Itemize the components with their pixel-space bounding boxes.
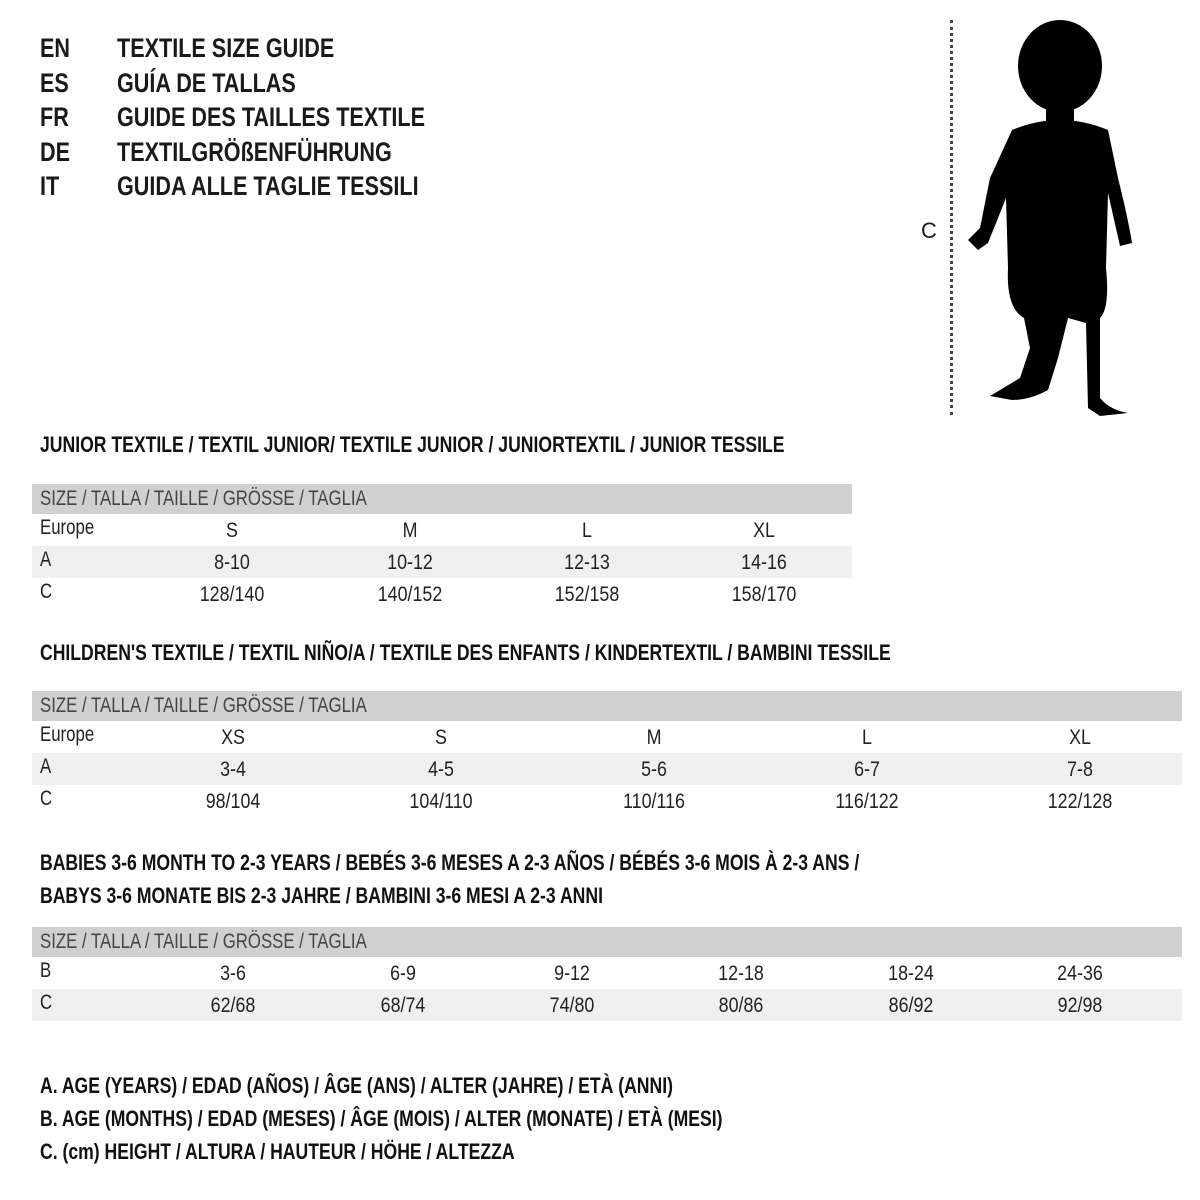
table-cell: 3-6	[220, 962, 246, 985]
lang-code-fr: FR	[40, 102, 69, 132]
table-row: Europe XS S M L XL	[32, 721, 1182, 753]
table-cell: 152/158	[554, 583, 620, 606]
table-row: A 3-4 4-5 5-6 6-7 7-8	[32, 753, 1182, 785]
table-header-label: SIZE / TALLA / TAILLE / GRÖSSE / TAGLIA	[40, 930, 449, 954]
table-cell: 12-13	[564, 551, 610, 574]
title-en: TEXTILE SIZE GUIDE	[117, 33, 335, 63]
row-label: B	[40, 959, 54, 983]
table-cell: 6-7	[854, 758, 880, 781]
table-cell: 14-16	[741, 551, 787, 574]
height-measure-line	[950, 20, 953, 415]
table-cell: 62/68	[210, 994, 256, 1017]
section-heading-text: BABIES 3-6 MONTH TO 2-3 YEARS / BEBÉS 3-…	[40, 850, 860, 875]
row-label: C	[40, 787, 55, 811]
table-cell: 104/110	[409, 790, 473, 813]
title-it: GUIDA ALLE TAGLIE TESSILI	[117, 171, 419, 201]
table-cell: M	[646, 726, 662, 749]
table-cell: 92/98	[1057, 994, 1103, 1017]
table-row: A 8-10 10-12 12-13 14-16	[32, 546, 852, 578]
row-label: C	[40, 580, 55, 604]
table-row: C 128/140 140/152 152/158 158/170	[32, 578, 852, 610]
table-header-row: SIZE / TALLA / TAILLE / GRÖSSE / TAGLIA	[32, 484, 852, 514]
table-row: B 3-6 6-9 9-12 12-18 18-24 24-36	[32, 957, 1182, 989]
table-cell: 5-6	[641, 758, 667, 781]
table-row: C 62/68 68/74 74/80 80/86 86/92 92/98	[32, 989, 1182, 1021]
row-label: A	[40, 755, 54, 779]
child-silhouette-icon	[968, 20, 1132, 416]
lang-code-de: DE	[40, 137, 71, 167]
table-cell: XL	[1069, 726, 1091, 749]
row-label-text: A	[40, 755, 52, 778]
table-cell: 158/170	[731, 583, 797, 606]
table-cell: 74/80	[549, 994, 595, 1017]
row-label-text: A	[40, 548, 52, 571]
table-cell: S	[226, 519, 238, 542]
table-cell: 128/140	[199, 583, 265, 606]
title-fr: GUIDE DES TAILLES TEXTILE	[117, 102, 426, 132]
row-label-text: C	[40, 787, 53, 810]
table-cell: 86/92	[888, 994, 934, 1017]
table-cell: 110/116	[623, 790, 685, 813]
table-cell: 98/104	[205, 790, 261, 813]
table-cell: 12-18	[718, 962, 764, 985]
section-heading: BABYS 3-6 MONATE BIS 2-3 JAHRE / BAMBINI…	[40, 883, 744, 909]
title-de: TEXTILGRÖßENFÜHRUNG	[117, 137, 392, 167]
row-label-text: C	[40, 991, 53, 1014]
lang-code-en: EN	[40, 33, 71, 63]
row-label-text: Europe	[40, 516, 95, 539]
size-table: SIZE / TALLA / TAILLE / GRÖSSE / TAGLIA E…	[32, 484, 852, 610]
table-cell: 8-10	[214, 551, 250, 574]
table-cell: 68/74	[380, 994, 426, 1017]
table-header-label: SIZE / TALLA / TAILLE / GRÖSSE / TAGLIA	[40, 487, 449, 511]
table-header-text: SIZE / TALLA / TAILLE / GRÖSSE / TAGLIA	[40, 487, 367, 510]
table-cell: 7-8	[1067, 758, 1093, 781]
table-cell: 116/122	[835, 790, 899, 813]
size-table: SIZE / TALLA / TAILLE / GRÖSSE / TAGLIA B…	[32, 927, 1182, 1021]
table-cell: S	[435, 726, 447, 749]
table-cell: M	[402, 519, 418, 542]
table-cell: 18-24	[888, 962, 934, 985]
section-heading-text: CHILDREN'S TEXTILE / TEXTIL NIÑO/A / TEX…	[40, 640, 891, 665]
section-heading: CHILDREN'S TEXTILE / TEXTIL NIÑO/A / TEX…	[40, 640, 1103, 666]
table-cell: 6-9	[390, 962, 416, 985]
table-row: Europe S M L XL	[32, 514, 852, 546]
legend-c: C. (cm) HEIGHT / ALTURA / HAUTEUR / HÖHE…	[40, 1139, 515, 1164]
table-cell: 10-12	[387, 551, 433, 574]
table-header-text: SIZE / TALLA / TAILLE / GRÖSSE / TAGLIA	[40, 694, 367, 717]
table-header-row: SIZE / TALLA / TAILLE / GRÖSSE / TAGLIA	[32, 927, 1182, 957]
table-header-text: SIZE / TALLA / TAILLE / GRÖSSE / TAGLIA	[40, 930, 367, 953]
table-cell: 140/152	[377, 583, 443, 606]
table-cell: L	[582, 519, 592, 542]
lang-code-it: IT	[40, 171, 60, 201]
legend-a: A. AGE (YEARS) / EDAD (AÑOS) / ÂGE (ANS)…	[40, 1073, 673, 1098]
row-label: Europe	[40, 516, 108, 540]
section-heading: BABIES 3-6 MONTH TO 2-3 YEARS / BEBÉS 3-…	[40, 850, 1064, 876]
title-es: GUÍA DE TALLAS	[117, 68, 296, 98]
table-cell: L	[862, 726, 872, 749]
legend-b: B. AGE (MONTHS) / EDAD (MESES) / ÂGE (MO…	[40, 1106, 723, 1131]
size-table: SIZE / TALLA / TAILLE / GRÖSSE / TAGLIA E…	[32, 691, 1182, 817]
table-cell: 3-4	[220, 758, 246, 781]
row-label: A	[40, 548, 54, 572]
height-measure-label: C	[921, 218, 937, 243]
section-heading-text: JUNIOR TEXTILE / TEXTIL JUNIOR/ TEXTILE …	[40, 432, 785, 457]
row-label-text: C	[40, 580, 53, 603]
table-cell: 24-36	[1057, 962, 1103, 985]
table-header-row: SIZE / TALLA / TAILLE / GRÖSSE / TAGLIA	[32, 691, 1182, 721]
row-label: Europe	[40, 723, 108, 747]
table-cell: 80/86	[718, 994, 764, 1017]
table-cell: XS	[221, 726, 245, 749]
row-label-text: Europe	[40, 723, 95, 746]
table-header-label: SIZE / TALLA / TAILLE / GRÖSSE / TAGLIA	[40, 694, 449, 718]
table-cell: 9-12	[554, 962, 590, 985]
row-label-text: B	[40, 959, 52, 982]
row-label: C	[40, 991, 55, 1015]
table-row: C 98/104 104/110 110/116 116/122 122/128	[32, 785, 1182, 817]
table-cell: 4-5	[428, 758, 454, 781]
table-cell: XL	[753, 519, 775, 542]
table-cell: 122/128	[1047, 790, 1113, 813]
section-heading-text: BABYS 3-6 MONATE BIS 2-3 JAHRE / BAMBINI…	[40, 883, 603, 908]
lang-code-es: ES	[40, 68, 69, 98]
section-heading: JUNIOR TEXTILE / TEXTIL JUNIOR/ TEXTILE …	[40, 432, 971, 458]
